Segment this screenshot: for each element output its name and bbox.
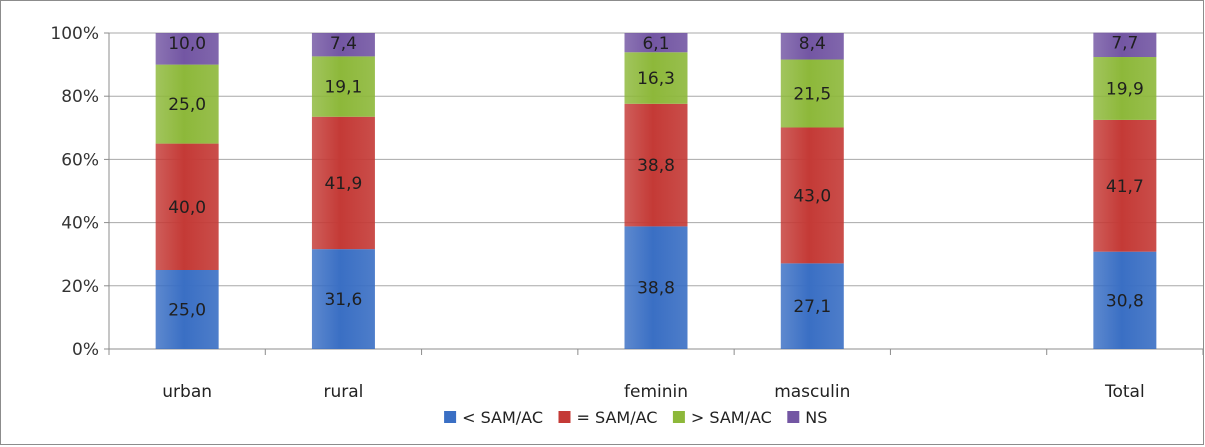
bar-segment-ns (155, 33, 219, 65)
data-label: 40,0 (168, 198, 206, 218)
bar-segment-sam-ac (624, 226, 688, 349)
bar-segment-sam-ac (624, 52, 688, 104)
data-label: 21,5 (793, 85, 831, 105)
data-label: 6,1 (642, 34, 669, 54)
legend-label: < SAM/AC (462, 408, 543, 427)
bar-segment-sam-ac (780, 263, 844, 349)
data-label: 41,7 (1106, 177, 1144, 197)
bar-segment-ns (780, 33, 844, 60)
bar-segment-sam-ac (155, 143, 219, 270)
bar-segment-sam-ac (1093, 119, 1157, 252)
y-tick-label: 0% (72, 340, 99, 360)
bar-segment-sam-ac (311, 249, 375, 349)
data-label: 43,0 (793, 186, 831, 206)
bar-segment-sam-ac (624, 103, 688, 227)
data-label: 8,4 (799, 34, 826, 54)
x-category-label: Total (1104, 382, 1145, 402)
bar-segment-sam-ac (1093, 57, 1157, 120)
data-label: 10,0 (168, 34, 206, 54)
legend-swatch-sam-ac (558, 411, 571, 423)
data-label: 25,0 (168, 301, 206, 321)
data-label: 27,1 (793, 297, 831, 317)
y-tick-label: 80% (61, 87, 99, 107)
bar-segment-ns (624, 33, 688, 53)
legend-swatch-sam-ac (672, 411, 685, 423)
x-category-label: feminin (624, 382, 688, 402)
data-label: 31,6 (324, 290, 362, 310)
x-category-label: urban (162, 382, 212, 402)
x-category-label: rural (323, 382, 363, 402)
data-label: 16,3 (637, 69, 675, 89)
bar-segment-ns (311, 33, 375, 57)
x-category-label: masculin (774, 382, 850, 402)
y-tick-label: 60% (61, 150, 99, 170)
bar-segment-sam-ac (155, 64, 219, 144)
legend-label: NS (805, 408, 827, 427)
data-label: 7,4 (330, 34, 357, 54)
bar-segment-sam-ac (155, 270, 219, 349)
y-tick-label: 100% (50, 24, 99, 44)
bar-segment-sam-ac (780, 59, 844, 128)
legend-swatch-ns (787, 411, 800, 423)
data-label: 41,9 (324, 174, 362, 194)
data-label: 25,0 (168, 95, 206, 115)
data-label: 30,8 (1106, 291, 1144, 311)
y-tick-label: 20% (61, 277, 99, 297)
legend-label: > SAM/AC (691, 408, 772, 427)
bar-segment-sam-ac (311, 56, 375, 117)
bar-segment-ns (1093, 32, 1157, 58)
bar-segment-sam-ac (311, 116, 375, 250)
data-label: 7,7 (1111, 34, 1138, 54)
bar-segment-sam-ac (1093, 251, 1157, 349)
data-label: 38,8 (637, 279, 675, 299)
legend-label: = SAM/AC (577, 408, 658, 427)
bar-segment-sam-ac (780, 127, 844, 264)
data-label: 38,8 (637, 156, 675, 176)
y-tick-label: 40% (61, 214, 99, 234)
legend-swatch-sam-ac (444, 411, 457, 423)
data-label: 19,9 (1106, 79, 1144, 99)
data-label: 19,1 (324, 78, 362, 98)
